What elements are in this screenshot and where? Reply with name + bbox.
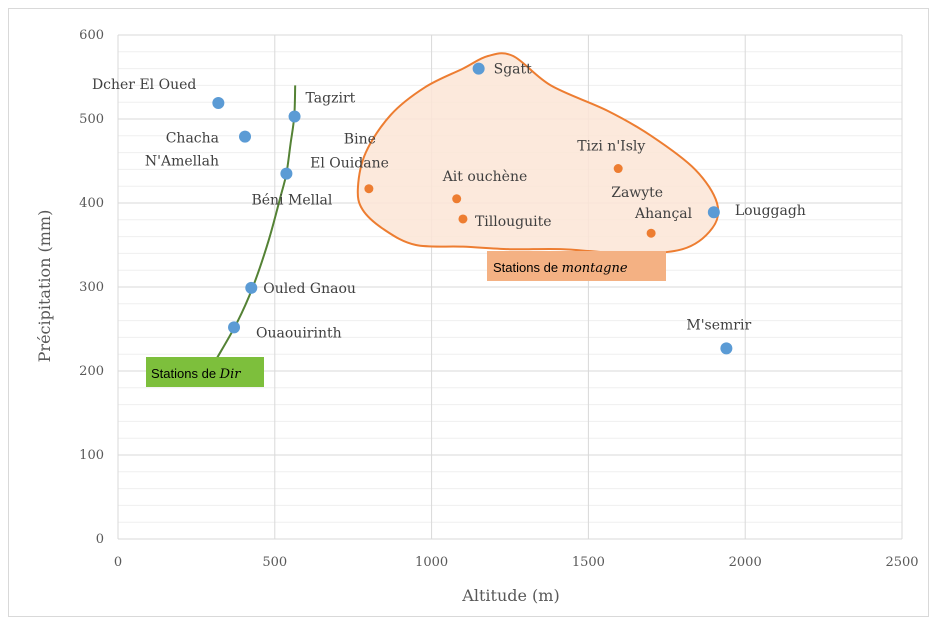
data-point [239, 130, 252, 143]
montagne-region [356, 52, 720, 255]
y-tick-label: 600 [79, 28, 104, 43]
x-tick-label: 500 [262, 555, 287, 570]
x-axis-ticks: 0 500 1000 1500 2000 2500 [114, 555, 919, 570]
point-label: Sgatt [494, 62, 533, 78]
y-tick-label: 400 [79, 196, 104, 211]
data-point [288, 110, 301, 123]
montagne-box-emph: montagne [562, 261, 628, 276]
point-label: Tillouguite [475, 214, 552, 230]
data-point [280, 167, 293, 180]
y-axis-title: Précipitation (mm) [35, 210, 54, 363]
point-label: Louggagh [735, 203, 806, 219]
y-tick-label: 200 [79, 364, 104, 379]
data-point [720, 342, 733, 355]
point-label: Tagzirt [306, 90, 356, 106]
point-label: Ait ouchène [442, 169, 528, 185]
data-points [212, 62, 733, 355]
point-label: Ouled Gnaou [263, 281, 356, 297]
point-label: El Ouidane [310, 156, 389, 172]
point-label: M'semrir [686, 317, 751, 333]
montagne-box-prefix: Stations de [493, 260, 562, 275]
point-labels: Dcher El Oued Tagzirt Chacha N'Amellah Béni … [92, 62, 806, 342]
y-axis-ticks: 0 100 200 300 400 500 600 [79, 28, 104, 547]
data-point [228, 321, 241, 334]
data-point [472, 62, 485, 75]
point-label: Dcher El Oued [92, 77, 196, 93]
point-label: Tizi n'Isly [577, 139, 645, 155]
point-label: Zawyte [611, 185, 663, 201]
dir-box-background [146, 357, 264, 387]
data-point [245, 281, 258, 294]
x-tick-label: 2500 [885, 555, 918, 570]
x-tick-label: 0 [114, 555, 122, 570]
point-label: N'Amellah [145, 154, 219, 170]
point-label: Ouaouirinth [256, 325, 342, 341]
point-label: Bine [344, 132, 376, 148]
dir-box-prefix: Stations de [151, 366, 220, 381]
dir-curve [215, 85, 297, 359]
data-point [458, 214, 468, 224]
dir-box-emph: Dir [219, 367, 242, 382]
data-point [212, 97, 225, 110]
point-label: Chacha [166, 131, 219, 147]
data-point [646, 228, 656, 238]
dir-annotation-box: Stations de Dir [146, 357, 264, 387]
y-tick-label: 300 [79, 280, 104, 295]
dir-box-label: Stations de Dir [151, 366, 241, 382]
point-label: Béni Mellal [251, 193, 332, 209]
y-tick-label: 0 [96, 532, 104, 547]
data-point [364, 184, 374, 194]
x-axis-title: Altitude (m) [461, 586, 559, 605]
x-tick-label: 1000 [415, 555, 448, 570]
montagne-box-label: Stations de montagne [493, 260, 628, 276]
data-point [452, 194, 462, 204]
montagne-annotation-box: Stations de montagne [487, 251, 666, 281]
y-tick-label: 100 [79, 448, 104, 463]
y-tick-label: 500 [79, 112, 104, 127]
point-label: Ahançal [634, 206, 693, 222]
data-point [707, 206, 720, 219]
x-tick-label: 1500 [572, 555, 605, 570]
x-tick-label: 2000 [729, 555, 762, 570]
data-point [613, 164, 623, 174]
montagne-box-background [487, 251, 666, 281]
